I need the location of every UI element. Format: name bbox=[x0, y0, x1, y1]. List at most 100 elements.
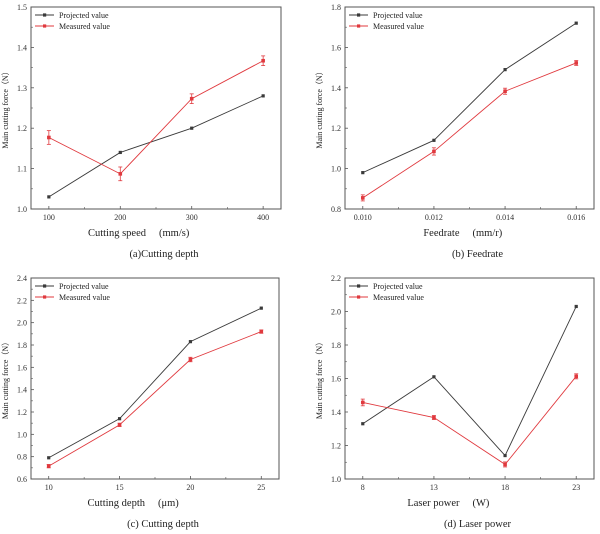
x-tick-label: 300 bbox=[186, 213, 198, 222]
legend-label: Projected value bbox=[373, 282, 423, 291]
series-measured bbox=[360, 60, 579, 202]
legend: Projected value Measured value bbox=[35, 11, 110, 31]
y-axis-label: Main cutting force（N） bbox=[1, 338, 10, 419]
plot-frame bbox=[30, 277, 280, 480]
chart-panel-d: 1.0 1.2 1.4 1.6 1.8 2.0 2.2 8 13 18 23 Laser power (… bbox=[315, 274, 595, 530]
x-axis-unit: (mm/s) bbox=[159, 228, 190, 239]
y-tick-label: 0.8 bbox=[17, 453, 27, 462]
series-line bbox=[48, 60, 264, 175]
data-point bbox=[188, 340, 193, 344]
chart-caption: (b) Feedrate bbox=[452, 249, 503, 260]
y-tick-label: 1.6 bbox=[331, 43, 341, 52]
y-tick-label: 1.0 bbox=[17, 205, 27, 214]
data-point bbox=[432, 375, 436, 379]
data-point bbox=[574, 374, 579, 379]
y-tick-label: 2.2 bbox=[331, 274, 341, 283]
data-point bbox=[360, 400, 365, 405]
x-tick-label: 200 bbox=[114, 213, 126, 222]
legend-label: Measured value bbox=[59, 293, 110, 302]
x-tick-label: 25 bbox=[257, 483, 265, 492]
data-point bbox=[259, 306, 263, 310]
y-tick-label: 1.4 bbox=[331, 408, 341, 417]
y-tick-label: 1.5 bbox=[17, 3, 27, 12]
series-line bbox=[362, 62, 577, 199]
x-tick-label: 0.016 bbox=[567, 213, 585, 222]
data-point bbox=[261, 58, 265, 63]
data-point bbox=[118, 172, 123, 176]
x-axis-unit: (W) bbox=[473, 498, 490, 509]
legend-label: Projected value bbox=[59, 11, 109, 20]
series-projected bbox=[47, 94, 265, 199]
data-point bbox=[47, 135, 51, 140]
y-tick-label: 1.4 bbox=[17, 43, 27, 52]
y-tick-label: 1.4 bbox=[331, 84, 341, 93]
x-axis-label: Cutting speed bbox=[88, 228, 147, 239]
x-tick-label: 20 bbox=[186, 483, 194, 492]
y-tick-label: 0.8 bbox=[331, 205, 341, 214]
legend-label: Measured value bbox=[373, 293, 424, 302]
x-axis-unit: (μm) bbox=[158, 498, 179, 509]
series-projected bbox=[361, 21, 578, 175]
legend-label: Projected value bbox=[59, 282, 109, 291]
x-tick-label: 0.010 bbox=[354, 213, 372, 222]
x-tick-label: 10 bbox=[45, 483, 53, 492]
data-point bbox=[574, 61, 579, 65]
y-tick-label: 1.6 bbox=[331, 375, 341, 384]
legend-marker bbox=[357, 284, 361, 288]
data-point bbox=[432, 415, 436, 420]
data-point bbox=[574, 304, 578, 309]
y-tick-label: 2.2 bbox=[17, 296, 27, 305]
chart-caption: (c) Cutting depth bbox=[127, 519, 199, 530]
data-point bbox=[432, 138, 436, 142]
legend-label: Measured value bbox=[59, 22, 110, 31]
legend-marker bbox=[43, 295, 47, 299]
x-axis-label: Cutting depth bbox=[88, 498, 146, 509]
series-line bbox=[362, 376, 577, 466]
chart-panel-a: 1.0 1.1 1.2 1.3 1.4 1.5 100 200 300 400 Cutting sp… bbox=[1, 3, 282, 260]
data-point bbox=[190, 126, 194, 130]
data-point bbox=[47, 195, 51, 199]
series-projected bbox=[47, 306, 263, 460]
legend-marker bbox=[357, 24, 361, 28]
data-point bbox=[259, 329, 264, 334]
x-tick-label: 0.012 bbox=[425, 213, 443, 222]
data-point bbox=[503, 453, 507, 458]
legend-marker bbox=[43, 284, 47, 288]
y-tick-label: 1.2 bbox=[17, 408, 27, 417]
series-measured bbox=[46, 329, 264, 469]
data-point bbox=[503, 68, 507, 72]
legend: Projected value Measured value bbox=[349, 282, 424, 302]
data-point bbox=[432, 149, 436, 154]
x-axis-label: Laser power bbox=[407, 498, 460, 509]
legend: Projected value Measured value bbox=[35, 282, 110, 302]
x-tick-label: 13 bbox=[430, 483, 438, 492]
data-point bbox=[117, 423, 122, 427]
legend-label: Measured value bbox=[373, 22, 424, 31]
series-line bbox=[48, 331, 262, 467]
x-axis-label: Feedrate bbox=[423, 228, 459, 239]
y-tick-label: 1.0 bbox=[331, 475, 341, 484]
y-axis-label: Main cutting force（N） bbox=[315, 67, 324, 148]
x-tick-label: 0.014 bbox=[496, 213, 514, 222]
data-point bbox=[46, 464, 51, 468]
plot-frame bbox=[344, 277, 595, 480]
data-point bbox=[503, 462, 507, 467]
series-line bbox=[48, 95, 264, 198]
data-point bbox=[117, 417, 122, 421]
y-tick-label: 1.2 bbox=[331, 124, 341, 133]
y-tick-label: 1.4 bbox=[17, 386, 27, 395]
data-point bbox=[118, 150, 122, 155]
data-point bbox=[361, 422, 365, 426]
y-axis-label: Main cutting force（N） bbox=[1, 67, 10, 148]
data-point bbox=[503, 89, 507, 94]
x-tick-label: 400 bbox=[257, 213, 269, 222]
legend-marker bbox=[357, 13, 361, 17]
y-tick-label: 1.3 bbox=[17, 84, 27, 93]
data-point bbox=[361, 171, 365, 175]
legend-marker bbox=[43, 13, 47, 17]
y-tick-label: 1.2 bbox=[17, 124, 27, 133]
plot-frame bbox=[344, 6, 595, 210]
series-line bbox=[362, 22, 577, 174]
chart-caption: (d) Laser power bbox=[444, 519, 512, 530]
x-tick-label: 15 bbox=[116, 483, 124, 492]
